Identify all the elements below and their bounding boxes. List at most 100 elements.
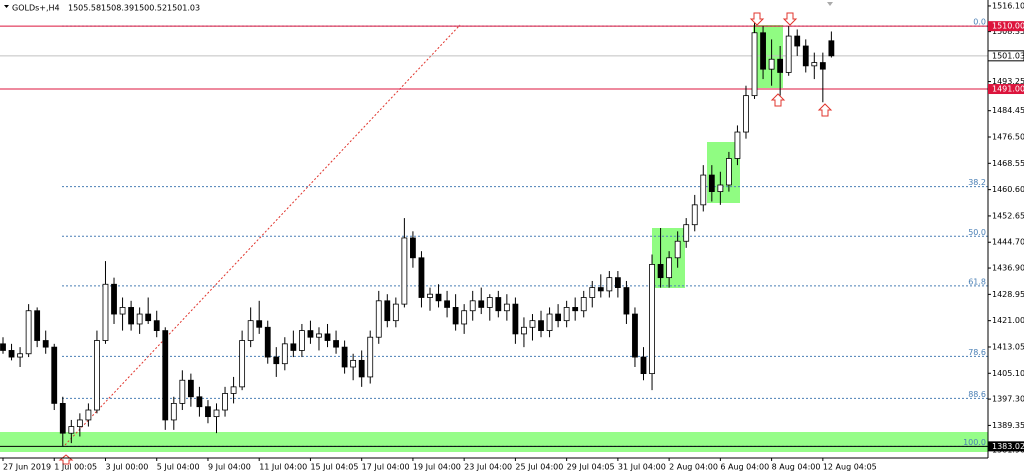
x-tick-label: 3 Jul 00:00 <box>105 463 148 472</box>
candle-body <box>205 406 211 418</box>
x-tick-label: 27 Jun 2019 <box>3 463 51 472</box>
candle-body <box>521 326 527 335</box>
candle-body <box>726 158 732 186</box>
down-arrow <box>782 12 798 26</box>
candle-body <box>768 58 775 70</box>
candle-body <box>42 340 49 348</box>
y-tick-label: 1493.25 <box>992 77 1024 86</box>
y-tick-label: 1397.30 <box>992 395 1024 404</box>
y-tick-label: 1428.95 <box>992 290 1024 299</box>
y-tick-label: 1444.70 <box>992 238 1024 247</box>
candle-body <box>410 237 416 259</box>
candle-body <box>478 300 485 308</box>
candle-body <box>8 350 15 358</box>
candle-body <box>811 62 818 67</box>
candle-body <box>17 353 23 358</box>
candle-body <box>777 58 784 73</box>
candle-body <box>298 330 305 351</box>
candle-body <box>649 264 655 375</box>
x-tick-label: 29 Jul 04:05 <box>567 463 615 472</box>
candle-body <box>213 409 220 418</box>
y-tick-label: 1421.00 <box>992 316 1024 325</box>
x-tick-label: 1 Jul 00:05 <box>54 463 97 472</box>
zone <box>753 25 783 88</box>
ohlc-close: 1501.03 <box>167 4 200 13</box>
y-tick-label: 1484.45 <box>992 106 1024 115</box>
candle-body <box>828 40 835 57</box>
y-tick-label: 1405.10 <box>992 369 1024 378</box>
level-label: 1510.00 <box>992 22 1024 31</box>
chart-title: GOLDs+,H4 <box>12 4 60 13</box>
candle-body <box>85 409 92 421</box>
candle-body <box>76 419 83 427</box>
current-price-label: 1501.03 <box>992 51 1024 60</box>
fib-label: 61.8 <box>968 277 986 286</box>
candle-body <box>145 313 152 322</box>
candle-body <box>333 340 339 348</box>
candle-body <box>222 393 228 411</box>
candle-body <box>59 402 66 434</box>
level-box <box>988 441 1024 452</box>
candle-body <box>239 340 246 388</box>
candle-body <box>452 307 459 325</box>
x-tick-label: 15 Jul 04:05 <box>310 463 358 472</box>
y-tick-label: 1452.65 <box>992 211 1024 220</box>
candle-body <box>316 333 322 338</box>
level-box <box>988 21 1024 32</box>
candle-body <box>153 320 160 331</box>
candle-body <box>367 336 374 378</box>
candle-body <box>341 346 348 368</box>
candle-body <box>427 293 433 298</box>
fib-label: 78.6 <box>968 348 986 357</box>
candle-body <box>674 240 681 259</box>
candle-body <box>486 297 493 308</box>
menu-icon <box>4 5 9 8</box>
y-tick-label: 1389.35 <box>992 421 1024 430</box>
candle-body <box>461 310 468 325</box>
candle-body <box>546 313 553 331</box>
candle-body <box>563 307 570 322</box>
x-tick-label: 8 Aug 04:00 <box>772 463 821 472</box>
y-tick-label: 1436.90 <box>992 264 1024 273</box>
x-tick-label: 19 Jul 04:00 <box>413 463 461 472</box>
candle-body <box>589 287 596 298</box>
candle-body <box>503 303 510 312</box>
candle-body <box>230 386 237 394</box>
candle-body <box>0 343 6 351</box>
x-tick-label: 11 Jul 04:00 <box>259 463 307 472</box>
candle-body <box>51 346 58 404</box>
candle-body <box>358 359 365 378</box>
level-box <box>988 84 1024 95</box>
candle-body <box>196 396 203 408</box>
candle-body <box>819 62 826 70</box>
y-tick-label: 1468.55 <box>992 159 1024 168</box>
candle-body <box>111 283 117 315</box>
fib-label: 88.6 <box>968 390 986 399</box>
candle-body <box>700 174 707 206</box>
ohlc-high: 1508.39 <box>101 4 134 13</box>
shift-marker <box>827 2 833 6</box>
y-tick-label: 1460.60 <box>992 185 1024 194</box>
candle-body <box>469 300 476 312</box>
plot: 0.0 38.2 50.0 61.8 78.6 88.6 100.0 <box>0 18 988 447</box>
candle-body <box>102 283 109 341</box>
x-tick-label: 12 Aug 04:05 <box>823 463 877 472</box>
candle-body <box>555 313 561 322</box>
candle-body <box>350 359 357 368</box>
candle-body <box>666 257 673 279</box>
fib-label: 38.2 <box>968 178 986 187</box>
candle-body <box>580 297 587 312</box>
candle-body <box>290 343 297 351</box>
candle-body <box>597 287 604 292</box>
ohlc-low: 1500.52 <box>134 4 167 13</box>
candle-body <box>623 287 630 315</box>
candle-body <box>495 297 502 312</box>
x-tick-label: 31 Jul 04:00 <box>618 463 666 472</box>
up-arrow <box>817 103 833 117</box>
candle-body <box>640 356 647 375</box>
candle-body <box>94 340 100 411</box>
candle-body <box>657 264 664 279</box>
ohlc-open: 1505.58 <box>68 4 101 13</box>
candle-body <box>162 330 169 421</box>
